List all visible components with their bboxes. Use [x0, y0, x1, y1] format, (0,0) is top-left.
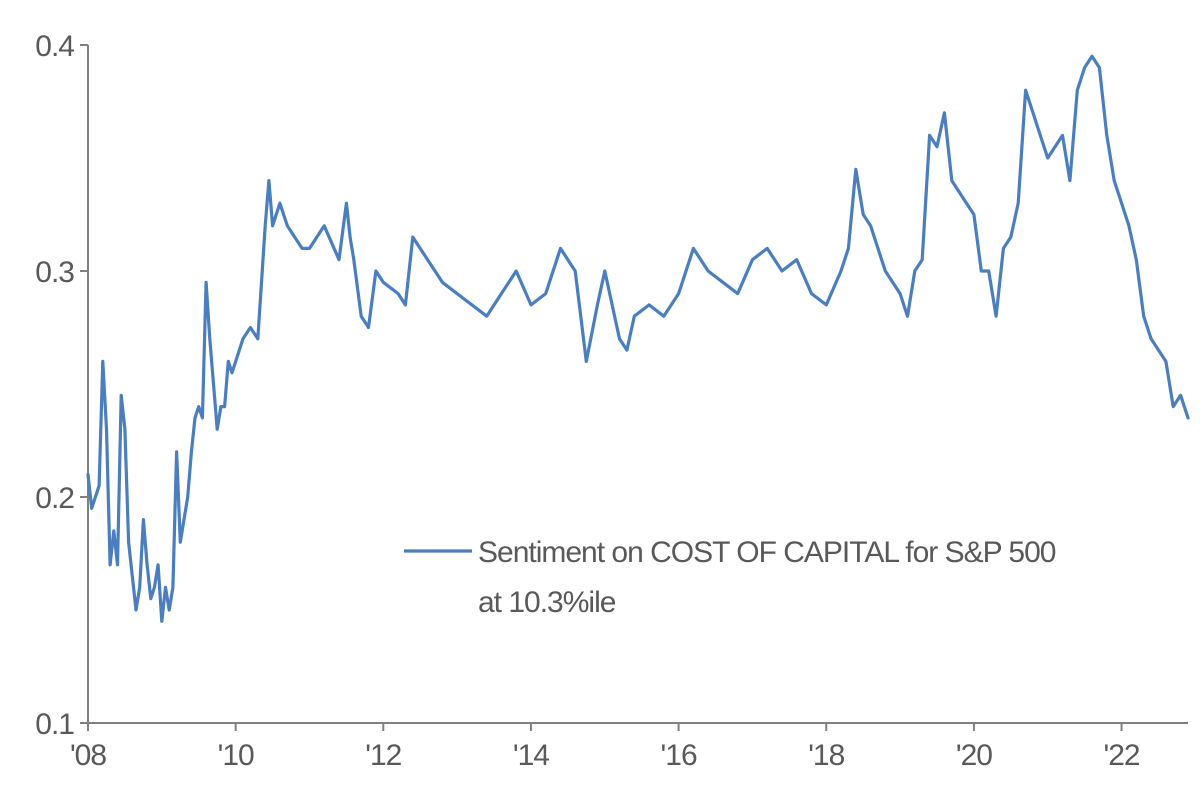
series-line: [86, 54, 1190, 623]
x-tick-label: '18: [808, 739, 844, 772]
x-tick-label: '10: [218, 739, 254, 772]
y-tick-label: 0.1: [35, 708, 74, 741]
x-tick-label: '16: [661, 739, 697, 772]
y-tick-label: 0.2: [35, 482, 74, 515]
legend-label-line-2: at 10.3%ile: [478, 586, 616, 619]
y-ticks: 0.1 0.2 0.3 0.4: [35, 30, 88, 741]
x-tick-label: '08: [70, 739, 106, 772]
legend: Sentiment on COST OF CAPITAL for S&P 500…: [404, 536, 1057, 619]
x-tick-label: '14: [513, 739, 549, 772]
x-ticks: '08 '10 '12 '14 '16 '18 '20 '22: [70, 723, 1141, 772]
x-tick-label: '12: [365, 739, 401, 772]
axes: [87, 45, 1188, 724]
legend-label-line-1: Sentiment on COST OF CAPITAL for S&P 500: [478, 536, 1056, 569]
series-layer: [86, 54, 1190, 623]
y-tick-label: 0.4: [35, 30, 74, 63]
x-tick-label: '20: [956, 739, 992, 772]
x-tick-label: '22: [1104, 739, 1140, 772]
y-tick-label: 0.3: [35, 256, 74, 289]
